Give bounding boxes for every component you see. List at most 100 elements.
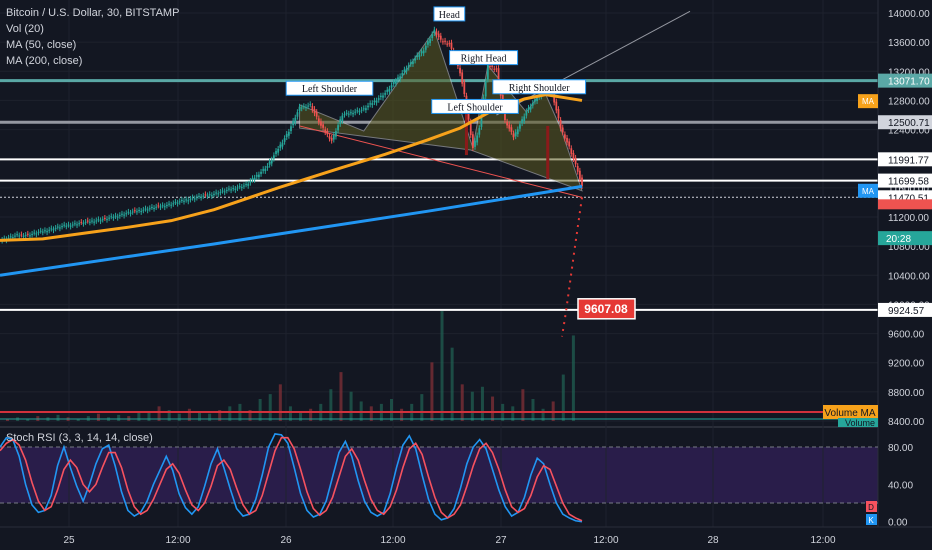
ma200-line <box>0 184 583 277</box>
candle-body <box>61 226 63 228</box>
candle-body <box>20 234 23 236</box>
candle-body <box>208 194 211 196</box>
volume-bar <box>470 391 474 421</box>
candle-body <box>84 221 87 223</box>
candle-body <box>305 106 307 109</box>
volume-bar <box>157 406 161 421</box>
candle-body <box>176 202 179 204</box>
time-tick-label: 12:00 <box>165 535 190 546</box>
pattern-label-box <box>285 80 374 96</box>
candle-body <box>420 51 423 54</box>
volume-bar <box>26 418 30 421</box>
candle-body <box>298 106 301 111</box>
candle-body <box>243 185 245 187</box>
price-tick-label: 9600.00 <box>888 330 925 341</box>
candle-body <box>200 196 203 198</box>
candle-body <box>508 124 511 129</box>
candle-body <box>367 105 369 108</box>
candle-body <box>459 67 461 74</box>
pattern-label: Head <box>439 10 460 21</box>
candle-body <box>195 197 198 199</box>
candle-body <box>294 117 297 123</box>
price-tick-label: 11200.00 <box>888 213 929 224</box>
stoch-tick-label: 40.00 <box>888 480 913 491</box>
candle-body <box>373 100 376 103</box>
price-tick-label: 10400.00 <box>888 271 930 282</box>
stoch-legend: Stoch RSI (3, 3, 14, 14, close) <box>6 432 153 444</box>
candle-body <box>519 124 521 129</box>
candle-body <box>397 77 399 80</box>
candle-body <box>292 120 295 126</box>
candle-body <box>7 237 10 239</box>
candle-body <box>322 124 324 128</box>
volume-bar <box>299 411 303 421</box>
candle-body <box>412 61 414 65</box>
time-tick-label: 12:00 <box>810 535 835 546</box>
candle-body <box>213 193 215 195</box>
candle-body <box>116 216 119 218</box>
volume-bar <box>390 399 393 421</box>
candle-body <box>437 33 440 38</box>
candle-body <box>180 199 183 201</box>
candle-body <box>206 195 209 197</box>
candle-body <box>142 209 145 211</box>
candle-body <box>495 68 498 70</box>
candle-body <box>170 204 173 206</box>
stoch-k-tag <box>866 514 877 525</box>
candle-body <box>392 81 395 84</box>
candle-body <box>414 58 417 61</box>
pane-divider <box>0 426 932 428</box>
candle-body <box>260 171 262 174</box>
volume-bar <box>329 389 333 421</box>
volume-bar <box>349 391 353 421</box>
candle-body <box>151 207 153 209</box>
candle-body <box>35 233 38 235</box>
volume-bar <box>248 410 252 421</box>
current-price-tag <box>878 199 932 210</box>
candle-body <box>69 225 72 227</box>
candle-body <box>572 153 575 160</box>
volume-bar <box>531 399 535 421</box>
candle-body <box>101 219 104 221</box>
stoch-band <box>0 447 878 503</box>
candle-body <box>377 98 380 100</box>
candle-body <box>448 43 451 45</box>
pattern-label: Left Shoulder <box>447 102 503 113</box>
stoch-d-line <box>0 436 583 522</box>
candle-body <box>210 195 213 197</box>
candle-body <box>497 68 500 82</box>
candle-body <box>99 220 102 222</box>
candle-body <box>59 227 61 229</box>
candle-body <box>358 111 361 113</box>
pattern-label-box <box>492 79 587 95</box>
candle-body <box>270 159 273 164</box>
pattern-label-box <box>433 6 466 22</box>
price-tick-label: 8400.00 <box>888 417 925 428</box>
candle-body <box>317 118 320 123</box>
candle-body <box>281 142 284 147</box>
volume-bar <box>369 406 373 421</box>
price-tick-label: 12400.00 <box>888 126 930 137</box>
price-tick-label: 9200.00 <box>888 359 925 370</box>
candle-body <box>360 109 363 111</box>
ma-tag <box>858 183 878 198</box>
candle-body <box>82 223 85 225</box>
candle-body <box>178 201 181 203</box>
candle-body <box>489 66 491 68</box>
candle-body <box>14 235 16 237</box>
candle-body <box>290 126 292 132</box>
candle-body <box>165 204 168 206</box>
candle-body <box>123 214 126 216</box>
candle-body <box>108 217 111 219</box>
candle-body <box>356 110 359 112</box>
candle-body <box>275 150 277 154</box>
candle-body <box>131 211 134 213</box>
candle-body <box>320 121 322 126</box>
candle-body <box>399 76 402 80</box>
candle-body <box>330 137 333 141</box>
candle-body <box>427 41 429 45</box>
vol-legend: Vol (20) <box>6 23 44 35</box>
volume-tag-label: Volume <box>845 418 875 428</box>
candle-body <box>245 184 247 186</box>
